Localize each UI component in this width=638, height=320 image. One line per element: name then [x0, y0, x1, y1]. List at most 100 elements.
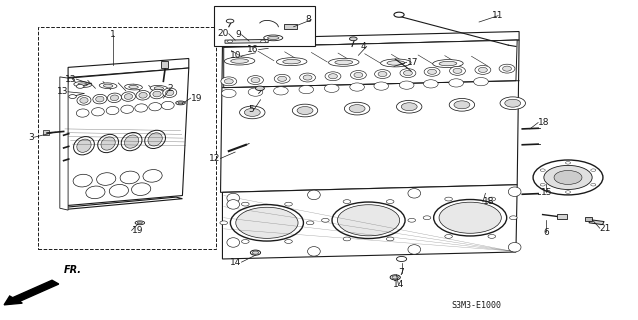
- Ellipse shape: [106, 106, 119, 115]
- Ellipse shape: [145, 130, 165, 148]
- Text: 16: 16: [247, 45, 258, 54]
- Ellipse shape: [73, 137, 94, 155]
- Ellipse shape: [150, 85, 168, 91]
- Ellipse shape: [178, 102, 183, 104]
- Ellipse shape: [449, 79, 464, 87]
- Ellipse shape: [303, 75, 312, 80]
- Ellipse shape: [250, 250, 260, 255]
- Ellipse shape: [408, 188, 420, 198]
- Ellipse shape: [400, 69, 416, 77]
- Ellipse shape: [101, 137, 115, 150]
- Text: 4: 4: [361, 42, 367, 51]
- Circle shape: [540, 169, 545, 172]
- Ellipse shape: [450, 67, 465, 75]
- Ellipse shape: [299, 85, 314, 94]
- Ellipse shape: [433, 60, 463, 68]
- Polygon shape: [62, 197, 182, 209]
- Ellipse shape: [396, 100, 422, 113]
- Circle shape: [228, 40, 233, 43]
- Ellipse shape: [350, 83, 364, 91]
- Circle shape: [242, 202, 249, 206]
- Ellipse shape: [148, 133, 162, 146]
- Ellipse shape: [77, 96, 91, 105]
- Ellipse shape: [124, 84, 142, 90]
- Ellipse shape: [381, 59, 411, 67]
- Polygon shape: [60, 77, 68, 210]
- Ellipse shape: [92, 108, 104, 116]
- Ellipse shape: [378, 71, 387, 76]
- Ellipse shape: [499, 64, 515, 73]
- Ellipse shape: [475, 66, 491, 74]
- Circle shape: [220, 221, 228, 225]
- Text: 3: 3: [29, 133, 34, 142]
- Ellipse shape: [449, 99, 475, 111]
- Ellipse shape: [74, 82, 91, 87]
- Ellipse shape: [439, 61, 457, 66]
- Ellipse shape: [335, 60, 353, 65]
- Text: 6: 6: [544, 228, 549, 237]
- Text: 13: 13: [65, 75, 77, 84]
- Circle shape: [350, 37, 357, 41]
- Ellipse shape: [154, 87, 164, 90]
- Ellipse shape: [349, 105, 365, 113]
- Ellipse shape: [350, 70, 366, 79]
- Circle shape: [554, 171, 582, 184]
- Ellipse shape: [124, 94, 133, 100]
- FancyArrow shape: [4, 280, 59, 305]
- Ellipse shape: [78, 83, 87, 86]
- Ellipse shape: [274, 74, 290, 83]
- Ellipse shape: [96, 96, 104, 102]
- Bar: [214, 6, 315, 46]
- Ellipse shape: [143, 170, 162, 182]
- Ellipse shape: [329, 58, 359, 66]
- Ellipse shape: [121, 132, 142, 151]
- Ellipse shape: [345, 102, 370, 115]
- Ellipse shape: [248, 76, 263, 84]
- Circle shape: [445, 235, 452, 238]
- Ellipse shape: [103, 84, 113, 87]
- Ellipse shape: [252, 251, 258, 254]
- Ellipse shape: [503, 66, 512, 71]
- Ellipse shape: [120, 171, 139, 184]
- Ellipse shape: [139, 92, 147, 98]
- Circle shape: [591, 169, 596, 172]
- Ellipse shape: [109, 184, 128, 197]
- Circle shape: [533, 160, 603, 195]
- Text: 20: 20: [218, 29, 229, 38]
- Bar: [584, 217, 592, 221]
- Text: 18: 18: [483, 197, 494, 206]
- Circle shape: [394, 12, 404, 17]
- Ellipse shape: [150, 89, 164, 99]
- Circle shape: [387, 200, 394, 204]
- Circle shape: [226, 19, 234, 23]
- Ellipse shape: [354, 72, 363, 77]
- Polygon shape: [221, 40, 519, 192]
- Text: 7: 7: [399, 268, 404, 277]
- Text: 12: 12: [209, 154, 221, 163]
- Ellipse shape: [227, 238, 240, 247]
- Polygon shape: [62, 68, 189, 206]
- Ellipse shape: [231, 59, 248, 63]
- Ellipse shape: [221, 89, 236, 98]
- Ellipse shape: [136, 91, 150, 100]
- Text: 14: 14: [393, 280, 404, 289]
- Bar: [589, 220, 604, 225]
- Circle shape: [285, 240, 292, 244]
- Text: 18: 18: [538, 118, 550, 127]
- Ellipse shape: [473, 77, 488, 86]
- Ellipse shape: [505, 99, 521, 107]
- Ellipse shape: [434, 199, 507, 236]
- Text: 17: 17: [406, 58, 418, 67]
- Text: 8: 8: [306, 15, 311, 24]
- Ellipse shape: [100, 83, 117, 89]
- Polygon shape: [223, 32, 519, 47]
- Ellipse shape: [292, 104, 318, 117]
- Circle shape: [488, 197, 496, 201]
- Circle shape: [396, 256, 406, 261]
- Ellipse shape: [166, 90, 174, 96]
- Circle shape: [565, 191, 570, 193]
- Ellipse shape: [107, 93, 121, 103]
- Circle shape: [322, 218, 329, 222]
- Ellipse shape: [124, 135, 139, 148]
- Ellipse shape: [175, 101, 185, 105]
